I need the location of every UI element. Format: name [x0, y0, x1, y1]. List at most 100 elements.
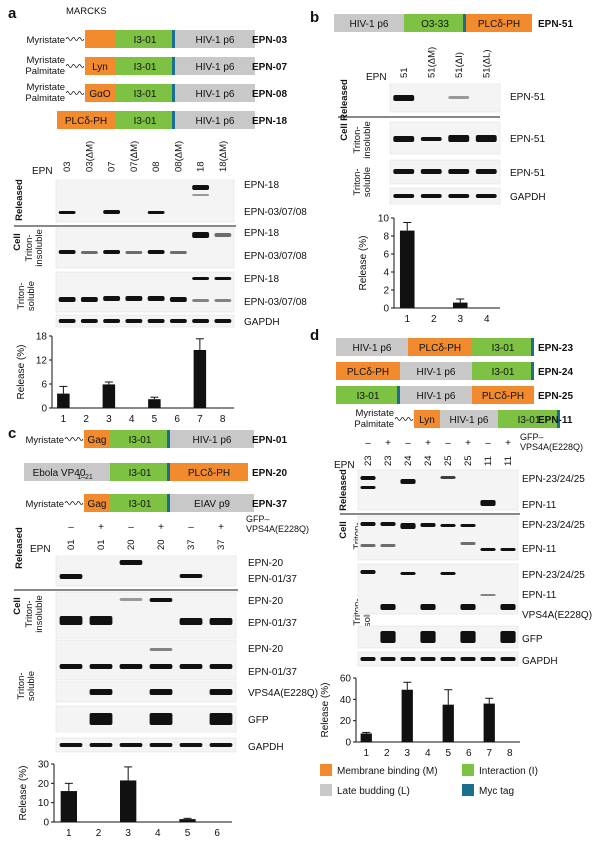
band-label: EPN-20 [248, 558, 283, 569]
construct-domain-label: Lyn [419, 415, 435, 426]
treatment-sign: + [465, 438, 471, 449]
blot-band [400, 657, 416, 661]
myc-tag [172, 111, 175, 129]
epn-label: EPN [334, 460, 355, 471]
treatment-sign: – [445, 438, 451, 449]
blot-band [149, 713, 173, 725]
construct-domain-hiv-1-p6 [170, 430, 254, 448]
x-tick-label: 2 [384, 748, 390, 759]
blot-band [103, 250, 121, 254]
treatment-sign: + [98, 522, 104, 533]
triton-insoluble-label: Triton- [24, 600, 35, 627]
band-label: EPN-23/24/25 [522, 570, 585, 581]
lane-label: 20 [126, 539, 137, 550]
blot-band [119, 598, 143, 601]
blot-band [209, 689, 233, 695]
blot-band [214, 319, 232, 323]
lane-label: 37 [216, 539, 227, 550]
construct-domain-label: I3-01 [129, 435, 152, 446]
bar [179, 819, 196, 822]
legend-swatch [320, 764, 332, 776]
band-label: EPN-01/37 [248, 618, 297, 629]
blot-band [500, 604, 516, 610]
blot-band [119, 560, 143, 565]
panel-letter-a: a [8, 5, 17, 22]
band-label: GAPDH [248, 742, 284, 753]
lane-label: 18(ΔM) [218, 141, 229, 172]
blot-band [147, 296, 165, 301]
released-label: Released [14, 179, 25, 221]
cell-label: Cell [338, 521, 349, 538]
soluble-blot [389, 159, 501, 185]
lane-label: 20 [156, 539, 167, 550]
blot-band [89, 616, 113, 625]
band-label: EPN-03/07/08 [244, 251, 307, 262]
construct-domain-label: HIV-1 p6 [196, 89, 235, 100]
y-tick-label: 0 [43, 818, 49, 829]
blot-band [179, 574, 203, 578]
gfp-blot [55, 705, 237, 733]
x-tick-label: 7 [486, 748, 492, 759]
bar [60, 791, 77, 822]
blot-band [214, 277, 232, 280]
construct-name: EPN-23 [538, 343, 573, 354]
construct-domain-lyn [414, 410, 440, 428]
lane-label: 11 [483, 456, 494, 466]
blot-band [420, 604, 436, 610]
blot-background [55, 639, 237, 681]
construct-domain-label: HIV-1 p6 [353, 343, 392, 354]
blot-background [55, 555, 237, 587]
lipid-anchor [394, 417, 414, 421]
band-label: EPN-18 [244, 228, 279, 239]
blot-band [80, 319, 98, 323]
band-label: EPN-01/37 [248, 574, 297, 585]
y-tick-label: 0 [383, 304, 389, 315]
x-tick-label: 3 [457, 314, 463, 325]
band-label: EPN-20 [248, 596, 283, 607]
construct-domain-i3-01 [498, 410, 560, 428]
treatment-sign: + [218, 522, 224, 533]
lipid-label: Myristate [26, 35, 65, 46]
epn-label: EPN [30, 544, 51, 555]
band-label: EPN-03/07/08 [244, 207, 307, 218]
released-label: Released [339, 79, 350, 121]
blot-band [360, 522, 376, 526]
blot-band [89, 743, 113, 747]
treatment-sign: – [188, 522, 194, 533]
blot-band [460, 524, 476, 527]
blot-band [214, 233, 232, 237]
blot-band [125, 296, 143, 301]
released-blot [357, 469, 519, 511]
blot-band [440, 657, 456, 661]
blot-band [103, 296, 121, 301]
band-label: GFP [522, 634, 543, 645]
lane-label: 23 [363, 455, 374, 466]
legend-label: Membrane binding (M) [337, 766, 438, 777]
construct-name: EPN-07 [252, 62, 287, 73]
construct-domain-i3-01 [110, 494, 170, 512]
blot-band [169, 251, 187, 254]
gfp-vps4a-label: GFP–VPS4A(E228Q) [246, 514, 309, 534]
bar [120, 780, 137, 822]
construct-domain-label: I3-01 [357, 391, 380, 402]
treatment-sign: – [68, 522, 74, 533]
blot-band [149, 664, 173, 669]
x-tick-label: 6 [214, 828, 220, 839]
blot-band [179, 664, 203, 669]
blot-band [179, 743, 203, 747]
blot-band [448, 96, 470, 99]
blot-band [460, 657, 476, 661]
vps4a-blot [55, 681, 237, 703]
y-tick-label: 20 [38, 779, 50, 790]
gapdh-blot [357, 651, 519, 667]
blot-band [214, 299, 232, 302]
construct-domain-label: I3-01 [518, 415, 541, 426]
blot-band [103, 319, 121, 323]
blot-band [149, 598, 173, 602]
construct-domain-plc-ph [466, 14, 532, 32]
blot-band [500, 548, 516, 551]
blot-band [380, 544, 396, 547]
triton-insoluble-label: insoluble [362, 121, 373, 159]
gfp-vps4a-label-line: VPS4A(E228Q) [520, 442, 583, 452]
